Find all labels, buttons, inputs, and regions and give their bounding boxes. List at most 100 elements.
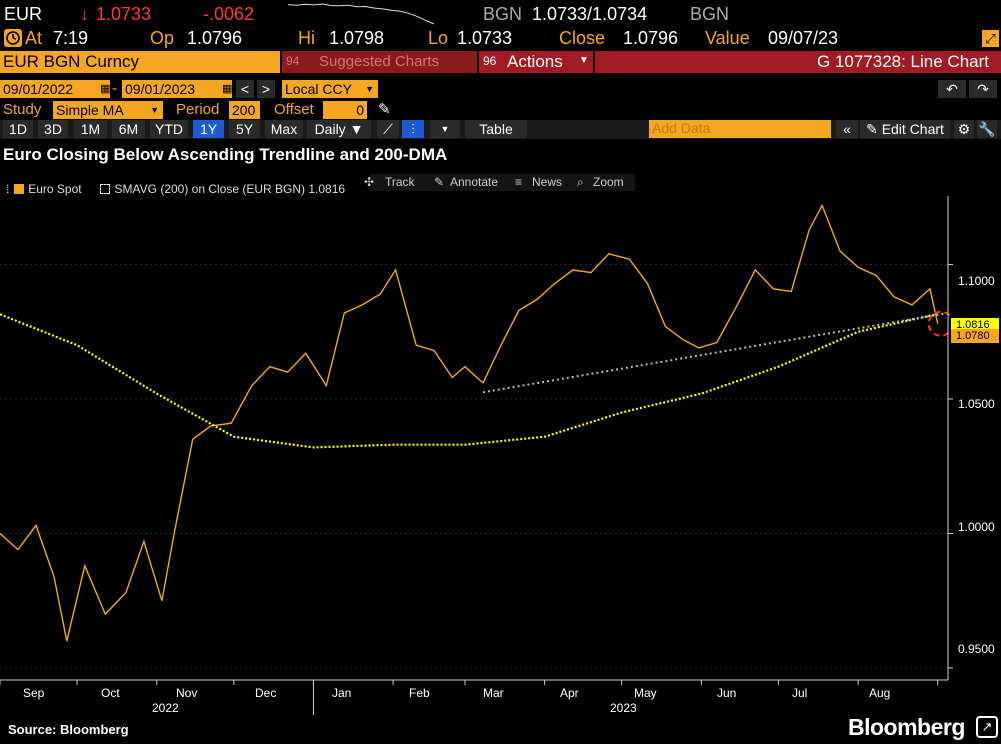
actions-label: Actions — [507, 52, 563, 71]
open-label: Op — [150, 28, 175, 48]
undo-icon[interactable]: ↶ — [938, 80, 966, 98]
start-date-input[interactable]: 09/01/2022 — [0, 80, 110, 98]
value-date: 09/07/23 — [768, 28, 839, 48]
offset-input[interactable]: 0 — [323, 101, 367, 119]
settings-icon[interactable]: ⚙ — [954, 120, 974, 138]
prev-period-button[interactable]: < — [236, 80, 254, 98]
offset-label: Offset — [274, 101, 314, 118]
chevron-down-icon: ▼ — [150, 105, 159, 115]
range-5y[interactable]: 5Y — [229, 120, 260, 138]
line-chart-icon[interactable]: ⟋ — [377, 120, 399, 138]
end-date-input[interactable]: 09/01/2023 — [122, 80, 232, 98]
chart-title: Euro Closing Below Ascending Trendline a… — [3, 145, 448, 164]
study-label: Study — [3, 101, 42, 118]
bloomberg-logo: Bloomberg — [848, 714, 965, 740]
range-1m[interactable]: 1M — [74, 120, 107, 138]
x-month-label: Jan — [332, 686, 352, 700]
range-3d[interactable]: 3D — [38, 120, 68, 138]
x-month-label: Jul — [792, 686, 808, 700]
security-text: EUR BGN Curncy — [3, 52, 140, 71]
y-tick-label: 1.0500 — [958, 397, 995, 411]
range-max[interactable]: Max — [265, 120, 303, 138]
range-1y[interactable]: 1Y — [193, 120, 224, 138]
x-year-label: 2023 — [610, 701, 637, 715]
actions-button[interactable]: 96 Actions ▼ — [479, 51, 593, 73]
suggested-charts-icon: 94 — [286, 54, 300, 68]
legend-spot[interactable]: Euro Spot — [28, 182, 82, 196]
expand-icon[interactable]: ⤢ — [982, 30, 999, 47]
legend-sma[interactable]: SMAVG (200) on Close (EUR BGN) 1.0816 — [114, 182, 346, 196]
frequency-select[interactable]: Daily ▼ — [307, 120, 371, 138]
table-button[interactable]: Table — [465, 120, 527, 138]
edit-chart-button[interactable]: ✎ Edit Chart — [860, 120, 950, 138]
high-label: Hi — [298, 28, 315, 48]
bid-ask-source: BGN — [690, 4, 730, 24]
range-ytd[interactable]: YTD — [150, 120, 188, 138]
wrench-icon[interactable]: 🔧 — [977, 120, 997, 138]
x-month-label: Dec — [255, 686, 277, 700]
x-year-label: 2022 — [152, 701, 179, 715]
study-select[interactable]: Simple MA ▼ — [53, 101, 163, 119]
y-tick-label: 0.9500 — [958, 642, 995, 656]
collapse-icon[interactable]: « — [836, 120, 858, 138]
start-date-text: 09/01/2022 — [3, 81, 74, 97]
edit-chart-label: Edit Chart — [881, 121, 944, 137]
last-price: 1.0733 — [96, 4, 152, 24]
open-value: 1.0796 — [187, 28, 243, 48]
offset-text: 0 — [356, 102, 364, 118]
period-input[interactable]: 200 — [229, 101, 260, 119]
share-icon[interactable]: ↗ — [976, 716, 998, 738]
value-label: Value — [705, 28, 750, 48]
spot-series-line[interactable] — [0, 203, 939, 642]
down-arrow-icon: ↓ — [80, 4, 89, 24]
legend: ⁞ Euro Spot SMAVG (200) on Close (EUR BG… — [6, 180, 345, 198]
range-6m[interactable]: 6M — [112, 120, 145, 138]
range-1d[interactable]: 1D — [3, 120, 33, 138]
date-range-bar: 09/01/2022 ▦ - 09/01/2023 ▦ < > Local CC… — [0, 80, 1001, 99]
next-period-button[interactable]: > — [257, 80, 275, 98]
bid-ask: 1.0733/1.0734 — [532, 4, 648, 24]
calendar-icon[interactable]: ▦ — [100, 83, 111, 95]
sma-series-line[interactable] — [0, 312, 938, 449]
end-date-text: 09/01/2023 — [125, 81, 196, 97]
period-text: 200 — [232, 102, 256, 118]
pencil-icon[interactable]: ✎ — [378, 101, 391, 118]
quote-ohlc: At 7:19 Op 1.0796 Hi 1.0798 Lo 1.0733 Cl… — [0, 28, 1001, 50]
at-label: At — [25, 28, 43, 48]
tool-zoom[interactable]: Zoom — [593, 175, 624, 189]
chart-id: G 1077328: Line Chart — [816, 52, 989, 71]
calendar-icon[interactable]: ▦ — [222, 83, 233, 95]
at-time: 7:19 — [53, 28, 89, 48]
news-icon[interactable]: ≡ — [515, 175, 523, 189]
sma-value-badge: 1.0816 — [951, 318, 999, 332]
bar-chart-icon[interactable]: ⫶ — [402, 120, 424, 138]
currency-select[interactable]: Local CCY ▼ — [282, 80, 378, 98]
suggested-charts-button[interactable]: 94 Suggested Charts — [282, 51, 477, 73]
x-month-label: May — [634, 686, 657, 700]
legend-swatch-sma — [100, 184, 111, 194]
track-icon[interactable]: ✣ — [364, 175, 375, 189]
clock-icon[interactable] — [4, 29, 22, 47]
chart-type-dropdown-icon[interactable]: ▼ — [430, 120, 460, 138]
redo-icon[interactable]: ↷ — [969, 80, 997, 98]
annotate-icon[interactable]: ✎ — [434, 175, 445, 189]
add-data-input[interactable]: Add Data — [649, 120, 831, 138]
tool-track[interactable]: Track — [385, 175, 415, 189]
sparkline-line — [287, 3, 435, 25]
chart-tools: ✣ Track ✎ Annotate ≡ News ⌕ Zoom — [364, 174, 635, 191]
spot-value-badge: 1.0780 — [951, 329, 999, 343]
tool-news[interactable]: News — [532, 175, 563, 189]
bid-ask-label: BGN — [483, 4, 523, 24]
zoom-icon[interactable]: ⌕ — [577, 175, 584, 189]
currency-text: Local CCY — [285, 81, 352, 97]
high-value: 1.0798 — [329, 28, 385, 48]
low-label: Lo — [428, 28, 449, 48]
security-input[interactable]: EUR BGN Curncy — [0, 51, 280, 73]
x-month-label: Aug — [869, 686, 891, 700]
trendline[interactable] — [482, 312, 949, 394]
chart-id-bar: G 1077328: Line Chart — [595, 51, 1001, 73]
study-bar: Study Simple MA ▼ Period 200 Offset 0 ✎ — [0, 101, 1001, 119]
tool-annotate[interactable]: Annotate — [450, 175, 499, 189]
x-month-label: Jun — [717, 686, 737, 700]
